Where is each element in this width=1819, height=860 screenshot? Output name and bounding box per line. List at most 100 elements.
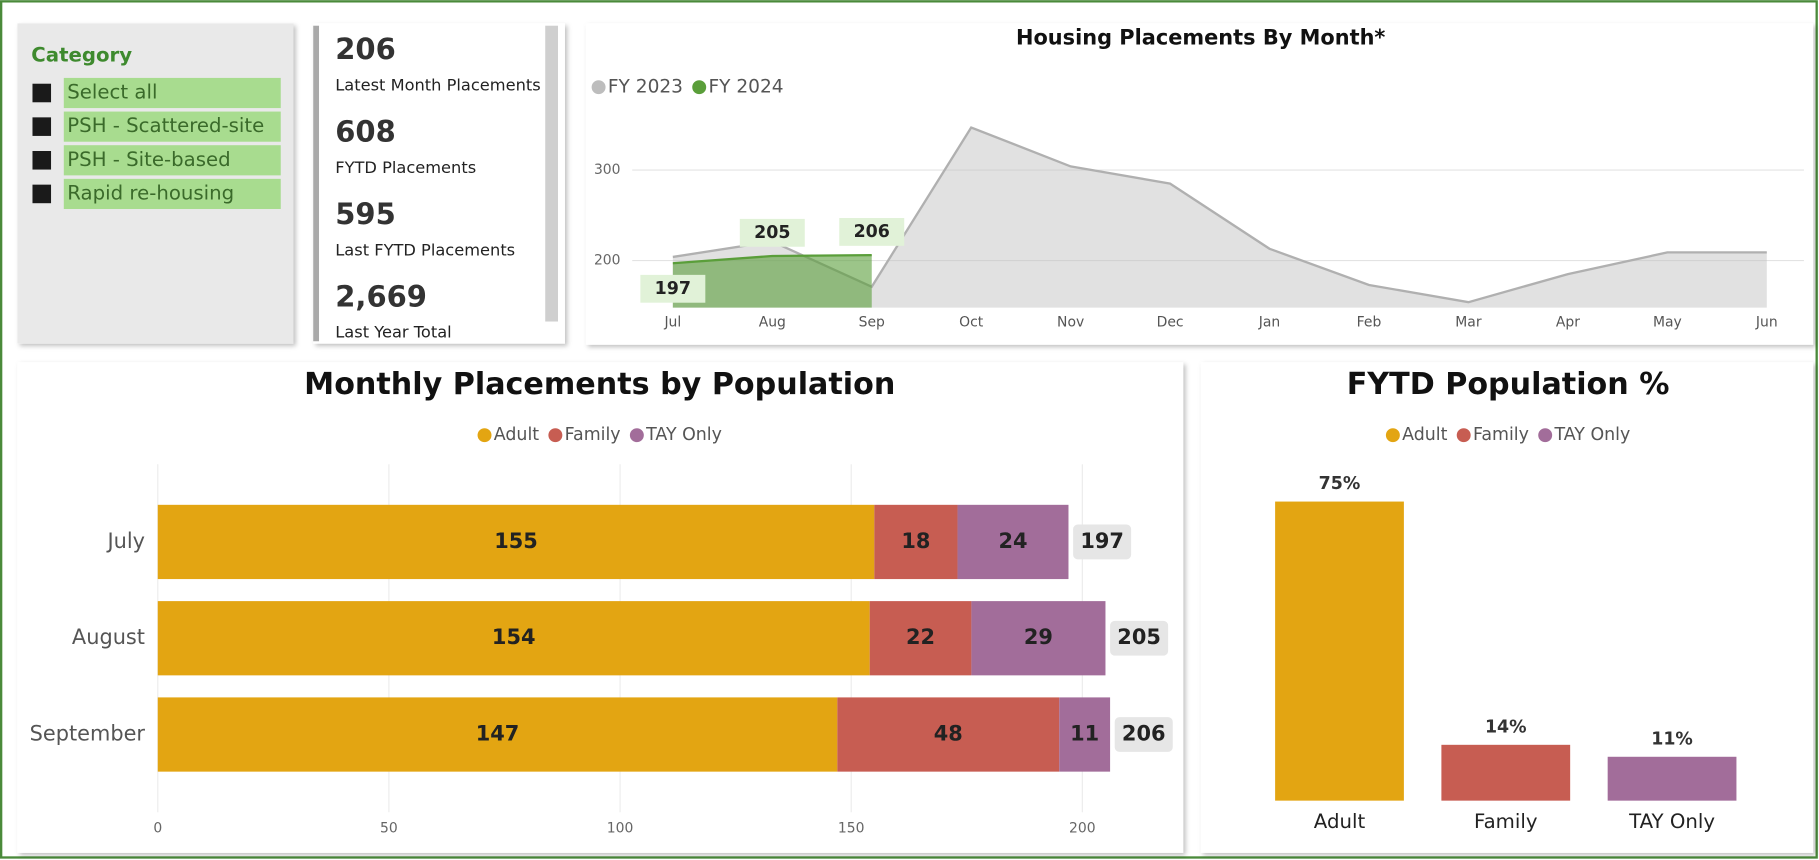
total-box xyxy=(1073,524,1132,560)
item-label: PSH - Scattered-site xyxy=(67,114,264,137)
data-label: 11 xyxy=(1070,722,1099,746)
data-label: 155 xyxy=(494,529,538,553)
x-tick-label: May xyxy=(1653,315,1682,331)
x-tick-label: 0 xyxy=(153,820,162,836)
data-label: 205 xyxy=(754,223,790,243)
legend-label: Family xyxy=(1473,425,1529,445)
x-tick-label: Jul xyxy=(663,315,681,331)
legend: Adult Family TAY Only xyxy=(1385,425,1630,445)
legend-label: Family xyxy=(565,425,621,445)
x-tick-label: Apr xyxy=(1556,315,1580,331)
data-label: 48 xyxy=(934,722,963,746)
x-tick-label: 200 xyxy=(1069,820,1096,836)
legend-label: FY 2023 xyxy=(608,77,683,98)
data-label: 29 xyxy=(1024,625,1053,649)
item-highlight xyxy=(63,178,281,210)
scrollbar[interactable] xyxy=(545,25,558,322)
x-tick-label: Family xyxy=(1474,810,1538,833)
data-label: 75% xyxy=(1319,474,1361,494)
y-tick-label: August xyxy=(72,625,145,649)
checkbox[interactable] xyxy=(32,184,52,204)
bar-segment xyxy=(157,697,838,772)
bar xyxy=(1275,501,1404,801)
legend-swatch xyxy=(591,80,606,95)
x-tick-label: Feb xyxy=(1357,315,1382,331)
checkbox[interactable] xyxy=(32,151,52,170)
data-label: 18 xyxy=(901,529,930,553)
data-label-box xyxy=(839,217,905,246)
data-label: 22 xyxy=(906,625,935,649)
bar-segment xyxy=(971,601,1106,676)
item-label: Select all xyxy=(67,80,157,103)
legend-swatch xyxy=(692,80,707,95)
item-highlight xyxy=(63,145,281,176)
legend-label: FY 2024 xyxy=(708,77,783,98)
total-box xyxy=(1110,620,1169,656)
legend-swatch xyxy=(1385,428,1400,443)
bar-segment xyxy=(157,601,870,676)
slicer-title: Category xyxy=(31,43,132,66)
card-accent xyxy=(313,25,320,342)
checkbox[interactable] xyxy=(32,83,52,103)
bar-segment xyxy=(869,601,972,676)
data-label: 197 xyxy=(655,279,691,299)
y-tick-label: September xyxy=(30,722,146,746)
x-tick-label: 100 xyxy=(607,820,634,836)
card-value: 206 xyxy=(335,32,396,66)
legend: FY 2023 FY 2024 xyxy=(591,77,784,98)
x-tick-label: 150 xyxy=(838,820,865,836)
data-label: 14% xyxy=(1485,717,1527,737)
total-label: 205 xyxy=(1117,625,1161,649)
x-tick-label: Dec xyxy=(1157,315,1184,331)
card-label: Latest Month Placements xyxy=(335,76,540,95)
x-tick-label: Jan xyxy=(1258,315,1280,331)
card-value: 2,669 xyxy=(335,279,427,313)
bar-segment xyxy=(837,697,1060,772)
slicer-item[interactable]: PSH - Scattered-site xyxy=(32,111,281,142)
legend-label: TAY Only xyxy=(645,425,722,445)
slicer-item[interactable]: PSH - Site-based xyxy=(32,145,281,176)
checkbox[interactable] xyxy=(32,117,52,136)
legend-swatch xyxy=(548,428,563,443)
slicer-item[interactable]: Rapid re-housing xyxy=(32,178,281,210)
total-label: 197 xyxy=(1080,529,1124,553)
card-label: Last Year Total xyxy=(335,323,451,342)
x-tick-label: Sep xyxy=(859,315,885,331)
x-tick-label: Jun xyxy=(1755,315,1778,331)
cards-panel xyxy=(313,23,565,344)
x-tick-label: 50 xyxy=(380,820,398,836)
y-tick-label: 200 xyxy=(594,253,621,269)
total-label: 206 xyxy=(1122,722,1166,746)
bar xyxy=(1441,744,1571,801)
item-highlight xyxy=(63,77,281,109)
x-tick-label: Nov xyxy=(1057,315,1084,331)
item-label: PSH - Site-based xyxy=(67,148,230,171)
chart-title: FYTD Population % xyxy=(1347,367,1670,402)
data-label: 154 xyxy=(492,625,536,649)
legend-swatch xyxy=(477,428,492,443)
x-tick-label: Oct xyxy=(959,315,984,331)
card-label: FYTD Placements xyxy=(335,158,476,177)
bar xyxy=(1607,756,1737,801)
bar-segment xyxy=(1059,697,1111,772)
data-label: 24 xyxy=(998,529,1027,553)
item-highlight xyxy=(63,111,281,142)
legend-swatch xyxy=(1456,428,1471,443)
legend-label: Adult xyxy=(494,425,539,445)
data-label: 11% xyxy=(1651,729,1693,749)
data-label: 147 xyxy=(476,722,520,746)
card-label: Last FYTD Placements xyxy=(335,240,515,259)
x-tick-label: Adult xyxy=(1314,810,1366,833)
y-tick-label: July xyxy=(105,529,145,553)
slicer-item[interactable]: Select all xyxy=(32,77,281,109)
bar-segment xyxy=(157,504,875,580)
legend: Adult Family TAY Only xyxy=(477,425,722,445)
data-label-box xyxy=(640,274,706,303)
x-tick-label: TAY Only xyxy=(1628,810,1715,833)
legend-swatch xyxy=(1538,428,1553,443)
data-label-box xyxy=(739,218,805,247)
bar-segment xyxy=(874,504,958,580)
chart-title: Housing Placements By Month* xyxy=(1016,25,1385,49)
data-label: 206 xyxy=(854,222,890,242)
